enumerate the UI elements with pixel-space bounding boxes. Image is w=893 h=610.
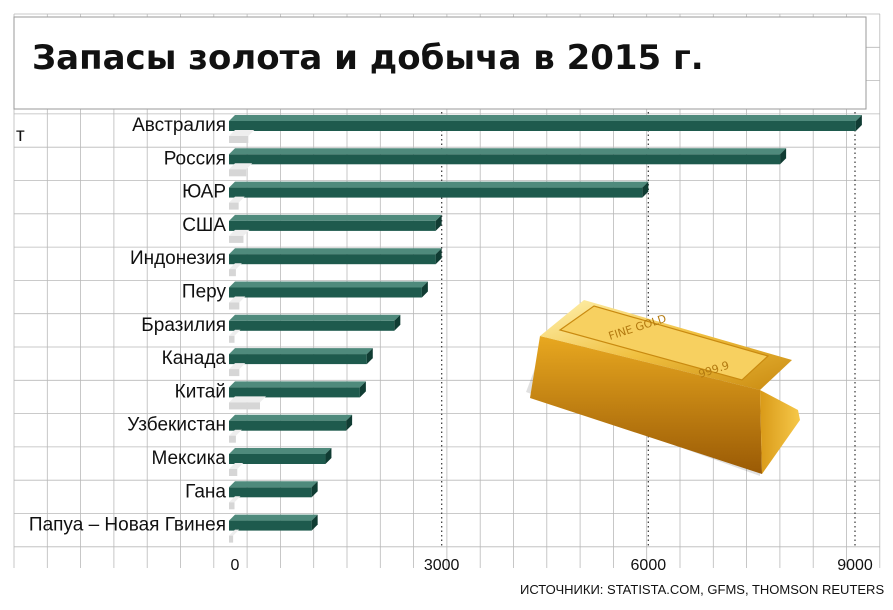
production-bar	[229, 263, 242, 277]
reserves-bar	[229, 214, 442, 231]
reserves-bar	[229, 514, 318, 531]
production-bar	[229, 529, 240, 543]
category-label: Перу	[182, 282, 227, 303]
reserves-bar	[229, 181, 649, 198]
category-label: ЮАР	[182, 182, 226, 203]
category-label: США	[182, 215, 226, 236]
reserves-bar	[229, 348, 373, 365]
reserves-bar	[229, 481, 318, 498]
x-tick-label: 6000	[631, 557, 667, 574]
category-label: Бразилия	[141, 315, 226, 336]
production-bar	[229, 429, 242, 443]
production-bar	[229, 229, 250, 243]
category-label: Узбекистан	[127, 415, 226, 436]
category-label: Россия	[164, 148, 226, 169]
category-label: Китай	[175, 381, 226, 402]
production-bar	[229, 296, 246, 310]
production-bar	[229, 130, 255, 143]
category-label: Австралия	[132, 115, 226, 136]
reserves-bar	[229, 414, 353, 431]
gold-bar-image: FINE GOLD 999.9	[526, 300, 800, 476]
production-bar	[229, 196, 245, 210]
chart-title: Запасы золота и добыча в 2015 г.	[32, 38, 704, 78]
category-label: Индонезия	[130, 248, 226, 269]
reserves-bar	[229, 248, 442, 265]
reserves-bar	[229, 381, 366, 398]
reserves-bar	[229, 148, 787, 165]
unit-label: т	[16, 125, 25, 146]
production-bar	[229, 396, 266, 410]
production-bar	[229, 363, 246, 377]
production-bar	[229, 163, 253, 177]
reserves-bar	[229, 448, 332, 464]
reserves-bar	[229, 115, 862, 131]
category-label: Папуа – Новая Гвинея	[29, 515, 226, 536]
source-note: ИСТОЧНИКИ: STATISTA.COM, GFMS, THOMSON R…	[520, 582, 884, 597]
category-label: Мексика	[151, 448, 226, 469]
production-bar	[229, 463, 244, 476]
x-tick-label: 3000	[424, 557, 460, 574]
production-bar	[229, 496, 241, 510]
x-tick-labels: 0 3000 6000 9000	[231, 557, 873, 574]
reserves-bar	[229, 314, 401, 331]
category-label: Гана	[185, 481, 226, 502]
reserves-bar	[229, 281, 428, 298]
production-bar	[229, 329, 241, 343]
category-label: Канада	[162, 348, 227, 369]
category-labels: Австралия Россия ЮАР США Индонезия Перу Бразил…	[29, 115, 227, 536]
x-tick-label: 0	[231, 557, 240, 574]
bars	[229, 115, 862, 543]
x-tick-label: 9000	[837, 557, 873, 574]
title-box	[13, 16, 867, 110]
